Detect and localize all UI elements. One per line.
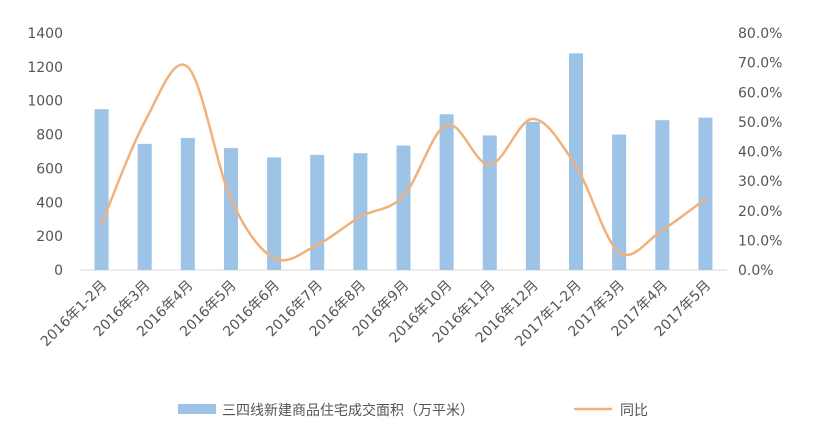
- bar: [698, 117, 713, 271]
- legend-bar-label: 三四线新建商品住宅成交面积（万平米）: [222, 402, 474, 419]
- legend-line-label: 同比: [620, 403, 648, 419]
- bar: [94, 109, 109, 270]
- y-left-tick-label: 0: [54, 263, 63, 279]
- line-series: [100, 63, 707, 262]
- x-tick-labels: 2016年1-2月2016年3月2016年4月2016年5月2016年6月201…: [38, 278, 714, 350]
- y-right-tick-label: 0.0%: [738, 263, 774, 279]
- bar: [310, 154, 325, 270]
- bar-series: [94, 53, 713, 271]
- bar: [439, 114, 454, 270]
- y-left-tick-label: 1200: [27, 60, 63, 76]
- legend: 三四线新建商品住宅成交面积（万平米） 同比: [178, 402, 648, 419]
- y-left-tick-label: 800: [36, 128, 63, 144]
- y-right-tick-label: 80.0%: [738, 26, 782, 42]
- x-tick-label: 2016年1-2月: [38, 278, 110, 350]
- y-left-tick-label: 200: [36, 229, 63, 245]
- bar: [482, 135, 497, 270]
- bar: [612, 134, 627, 270]
- y-right-tick-label: 50.0%: [738, 115, 782, 131]
- bar: [655, 120, 670, 270]
- y-left-tick-label: 400: [36, 195, 63, 211]
- bar: [569, 53, 584, 270]
- y-left-tick-label: 1400: [27, 26, 63, 42]
- axes: 0 200 400 600 800 1000 1200 1400 0.0% 10.0% 20.0% 3…: [27, 26, 782, 279]
- bar: [223, 148, 238, 270]
- bar: [525, 121, 540, 270]
- y-right-tick-label: 10.0%: [738, 233, 782, 249]
- y-right-tick-label: 60.0%: [738, 85, 782, 101]
- y-right-tick-label: 40.0%: [738, 145, 782, 161]
- y-left-tick-label: 600: [36, 161, 63, 177]
- y-right-tick-label: 30.0%: [738, 174, 782, 190]
- bar: [396, 145, 411, 270]
- y-right-tick-label: 70.0%: [738, 56, 782, 72]
- yoy-line: [100, 63, 707, 262]
- bar: [267, 157, 282, 270]
- bar: [137, 143, 152, 270]
- y-left-tick-label: 1000: [27, 94, 63, 110]
- legend-bar-swatch: [178, 404, 216, 414]
- bar: [180, 137, 195, 270]
- bar: [353, 153, 368, 270]
- y-right-tick-label: 20.0%: [738, 204, 782, 220]
